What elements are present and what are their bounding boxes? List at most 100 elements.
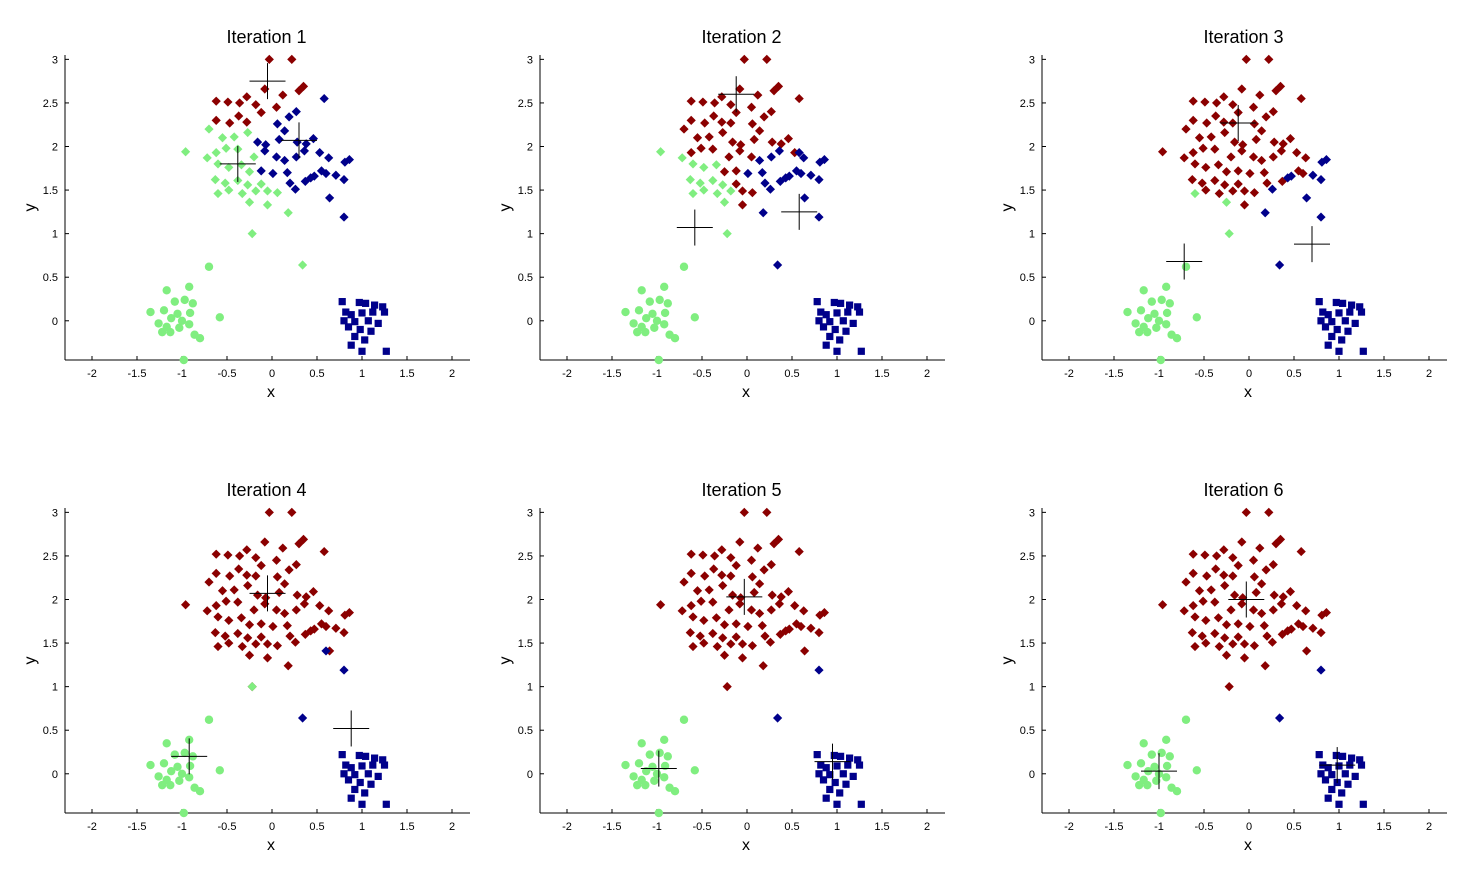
data-point-navy <box>371 754 379 762</box>
data-point-green <box>166 327 175 337</box>
data-point-navy <box>1324 794 1332 802</box>
data-point-navy <box>347 794 355 802</box>
x-tick-label: -2 <box>87 821 97 833</box>
data-point-red <box>301 592 311 602</box>
x-tick-label: -1.5 <box>1105 368 1124 380</box>
data-point-red <box>1181 577 1191 587</box>
data-point-navy <box>347 341 355 349</box>
data-point-red <box>1237 146 1247 156</box>
data-point-red <box>726 118 736 128</box>
data-point-navy <box>291 107 301 117</box>
x-tick-label: -1.5 <box>603 368 622 380</box>
data-point-navy <box>362 752 370 760</box>
centroid-marker <box>1319 747 1356 784</box>
x-tick-label: -1 <box>1154 368 1164 380</box>
data-point-navy <box>339 212 349 222</box>
data-point-red <box>260 537 270 547</box>
x-tick-label: -0.5 <box>1195 368 1214 380</box>
data-point-navy <box>280 126 290 136</box>
data-point-green <box>167 313 176 323</box>
data-point-red <box>1269 590 1279 600</box>
data-point-green <box>685 175 695 185</box>
data-point-red <box>1260 661 1270 671</box>
data-point-navy <box>774 146 784 156</box>
data-point-navy <box>321 168 331 179</box>
data-point-red <box>711 613 721 623</box>
data-point-red <box>264 507 274 517</box>
data-point-red <box>735 84 745 94</box>
centroid-marker <box>249 575 286 612</box>
data-point-navy <box>836 789 844 797</box>
data-point-red <box>274 587 284 598</box>
data-point-red <box>731 632 741 642</box>
x-tick-label: 0 <box>744 821 750 833</box>
data-point-navy <box>857 347 865 355</box>
data-point-red <box>726 553 736 563</box>
data-point-red <box>256 619 266 629</box>
data-point-red <box>1228 553 1238 563</box>
data-point-navy <box>256 166 266 176</box>
data-point-red <box>324 606 334 616</box>
data-point-red <box>1241 54 1251 64</box>
data-point-red <box>709 111 719 121</box>
data-point-red <box>344 607 354 618</box>
data-point-green <box>170 297 179 306</box>
data-point-red <box>1210 144 1220 154</box>
data-point-red <box>749 134 759 145</box>
data-point-red <box>747 188 757 198</box>
x-axis-label: x <box>1244 837 1252 854</box>
data-point-red <box>1268 152 1278 162</box>
data-point-green <box>249 152 259 162</box>
data-point-red <box>735 599 745 609</box>
data-point-green <box>718 180 728 190</box>
centroid-marker <box>640 750 677 787</box>
data-point-red <box>1255 90 1265 100</box>
data-point-red <box>223 550 233 560</box>
data-point-red <box>686 568 696 578</box>
data-point-red <box>717 545 727 555</box>
data-point-green <box>1162 308 1172 318</box>
data-point-red <box>1257 126 1267 136</box>
data-point-red <box>1214 188 1224 199</box>
x-tick-label: 1.5 <box>874 368 889 380</box>
data-point-red <box>299 599 309 609</box>
data-point-green <box>633 327 642 337</box>
data-point-navy <box>806 170 816 180</box>
data-point-navy <box>755 155 765 166</box>
data-point-red <box>249 605 259 615</box>
data-point-red <box>1255 543 1265 553</box>
x-tick-label: -1.5 <box>128 821 147 833</box>
data-point-red <box>1210 628 1220 639</box>
data-point-red <box>1257 608 1267 619</box>
data-point-green <box>244 197 255 207</box>
data-point-red <box>271 102 282 112</box>
data-point-navy <box>822 764 830 772</box>
data-point-red <box>739 507 749 517</box>
centroid-marker <box>249 63 286 100</box>
data-point-green <box>1147 297 1157 306</box>
data-point-red <box>698 550 708 560</box>
data-point-red <box>1268 107 1278 117</box>
data-point-red <box>1245 168 1255 179</box>
data-point-green <box>224 185 234 195</box>
data-point-red <box>1251 587 1261 598</box>
data-point-green <box>660 773 669 782</box>
data-point-red <box>321 621 331 632</box>
data-point-red <box>1219 545 1229 555</box>
data-point-green <box>170 750 179 759</box>
y-tick-label: 1 <box>1029 229 1035 241</box>
data-point-red <box>747 119 757 129</box>
data-point-navy <box>367 327 375 335</box>
data-point-navy <box>831 325 839 334</box>
data-point-red <box>1245 621 1255 632</box>
centroid-marker <box>676 209 713 246</box>
data-point-green <box>629 319 638 328</box>
data-point-red <box>731 179 741 189</box>
data-point-red <box>1293 619 1304 629</box>
data-point-navy <box>826 771 834 779</box>
data-point-green <box>650 776 659 785</box>
data-point-red <box>244 650 255 660</box>
data-point-green <box>634 306 644 315</box>
data-point-red <box>718 127 728 138</box>
data-point-red <box>1278 139 1288 149</box>
